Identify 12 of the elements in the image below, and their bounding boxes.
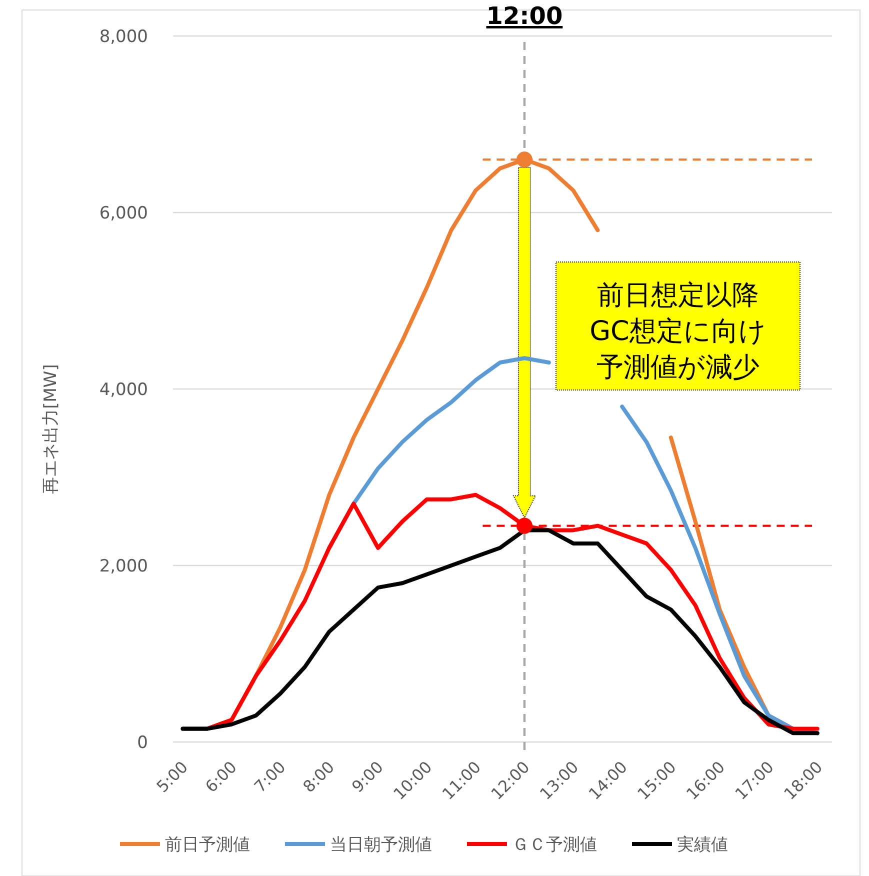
legend-label: ＧＣ予測値 [512, 835, 597, 855]
y-tick-label: 2,000 [99, 556, 148, 576]
y-axis-title: 再エネ出力[MW] [41, 364, 61, 494]
ref-line-label: 12:00 [486, 2, 563, 30]
y-tick-label: 4,000 [99, 380, 148, 400]
annotation: 前日想定以降GC想定に向け予測値が減少 [590, 280, 766, 383]
legend-label: 前日予測値 [165, 835, 250, 855]
legend-label: 当日朝予測値 [330, 835, 432, 855]
y-tick-label: 8,000 [99, 27, 148, 47]
y-tick-label: 0 [137, 733, 148, 753]
legend-label: 実績値 [677, 835, 728, 855]
y-tick-label: 6,000 [99, 204, 148, 224]
